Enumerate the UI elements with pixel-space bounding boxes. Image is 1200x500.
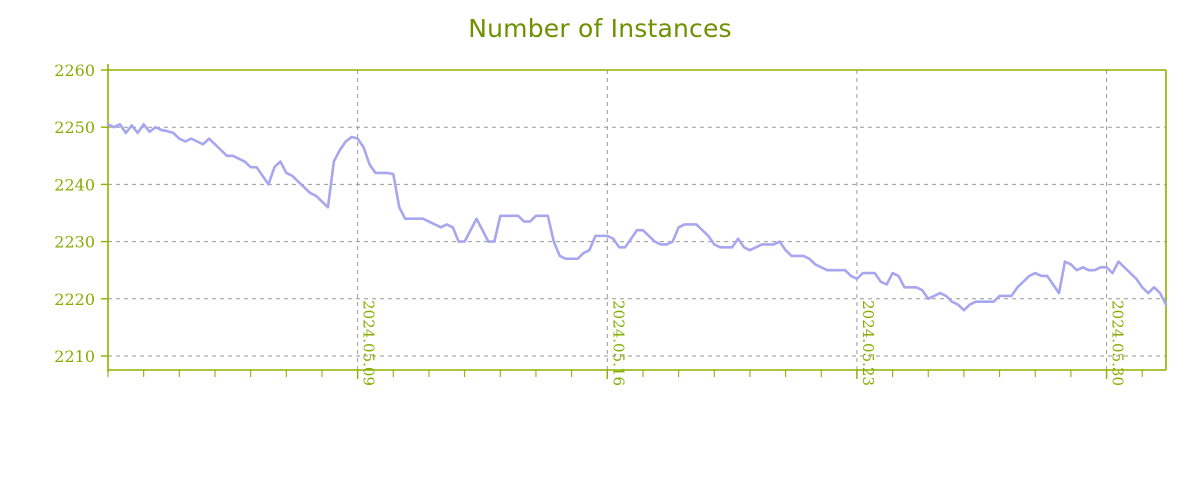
x-tick-label: 2024.05.30 (1109, 300, 1127, 386)
x-tick-label: 2024.05.09 (360, 300, 378, 386)
y-tick-label: 2220 (54, 290, 95, 309)
data-series (106, 123, 1168, 312)
y-tick-label: 2240 (54, 175, 95, 194)
series-line-number-of-instances (106, 123, 1168, 312)
y-axis-tick-labels: 2260 2250 2240 2230 2220 2210 (54, 61, 95, 366)
x-tick-label: 2024.05.23 (859, 300, 877, 386)
x-tick-label: 2024.05.16 (609, 300, 627, 386)
plot-frame (107, 64, 1167, 372)
y-tick-label: 2230 (54, 233, 95, 252)
y-tick-label: 2210 (54, 347, 95, 366)
axis-frame (107, 64, 1167, 372)
chart-title: Number of Instances (468, 14, 732, 43)
axis-tickmarks (101, 69, 1143, 379)
x-axis-tick-labels: 2024.05.09 2024.05.16 2024.05.23 2024.05.30 (360, 300, 1127, 386)
y-tick-label: 2250 (54, 118, 95, 137)
y-tick-label: 2260 (54, 61, 95, 80)
gridlines (108, 69, 1166, 370)
